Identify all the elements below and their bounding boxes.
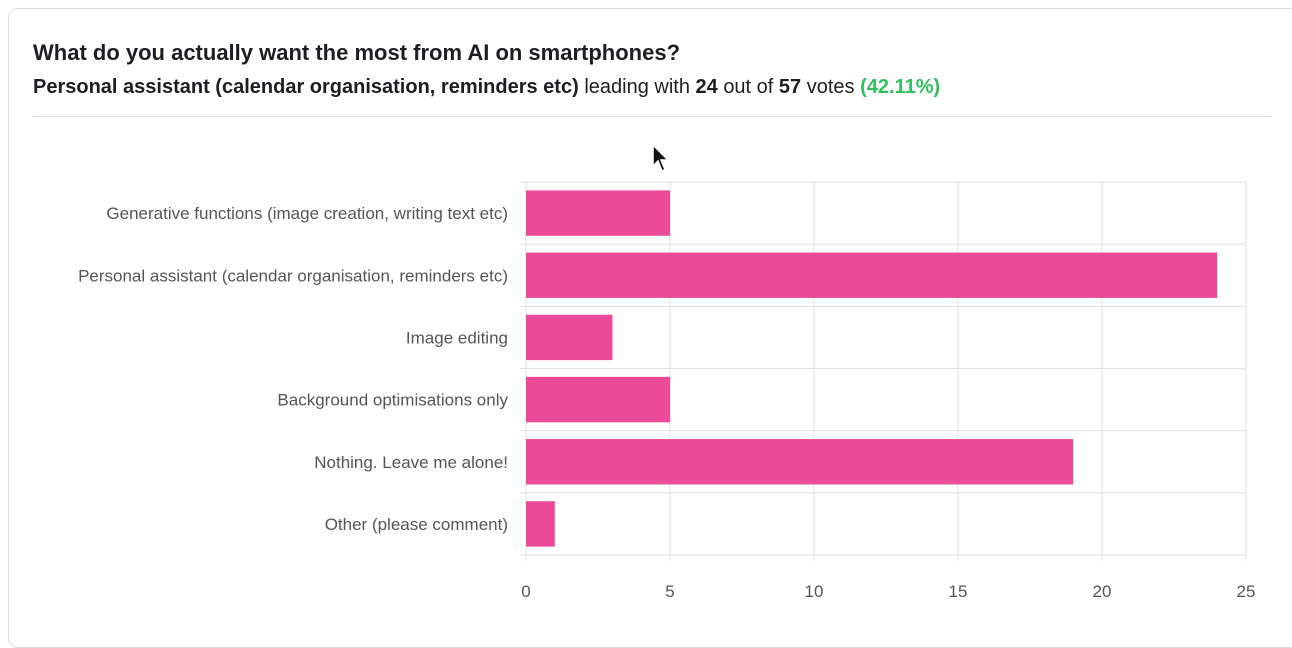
x-tick-label: 25 [1237,582,1256,601]
x-tick-label: 20 [1093,582,1112,601]
poll-summary: Personal assistant (calendar organisatio… [33,76,940,99]
mouse-pointer-icon [652,144,670,173]
leading-option: Personal assistant (calendar organisatio… [33,76,579,98]
leader-votes: 24 [695,76,718,98]
x-tick-label: 5 [665,582,674,601]
x-tick-label: 15 [949,582,968,601]
category-label: Other (please comment) [325,515,508,534]
category-label: Nothing. Leave me alone! [314,453,508,472]
leading-with-text: leading with [584,76,690,98]
bar [526,501,555,547]
x-tick-label: 10 [805,582,824,601]
bar [526,439,1074,485]
category-label: Background optimisations only [277,391,508,410]
bar [526,252,1218,298]
bar [526,314,613,361]
leader-percent: (42.11%) [860,76,941,98]
out-of-text: out of [723,76,774,98]
category-label: Personal assistant (calendar organisatio… [78,266,508,285]
x-tick-label: 0 [521,582,530,601]
divider [33,116,1271,117]
poll-card [8,8,1292,648]
votes-text: votes [806,76,855,98]
total-votes: 57 [778,76,802,98]
category-label: Image editing [406,328,508,347]
bar [526,190,670,236]
bar [526,376,670,423]
category-label: Generative functions (image creation, wr… [106,204,508,223]
poll-question: What do you actually want the most from … [33,40,681,65]
